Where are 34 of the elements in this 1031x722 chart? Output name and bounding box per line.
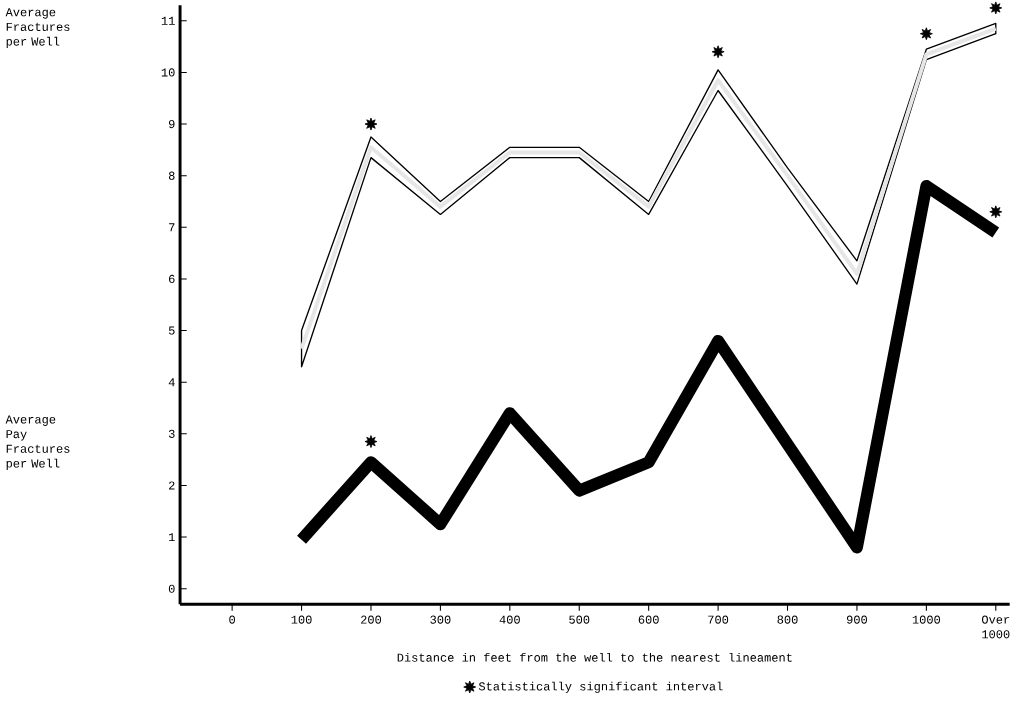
y-tick-label: 6 — [169, 275, 175, 284]
legend-label: Statistically significant interval — [478, 681, 723, 694]
point — [919, 27, 933, 41]
x-tick-label: 400 — [499, 615, 520, 624]
x-tick-label: 1000 — [912, 615, 941, 624]
x-tick-label: 0 — [229, 615, 235, 624]
x-tick-label: 800 — [777, 615, 798, 624]
x-axis-title: Distance in feet from the well to the nearest lineament — [397, 653, 792, 662]
y-tick-label: 8 — [168, 171, 175, 180]
y-tick-label: 9 — [168, 120, 175, 129]
y-tick-label: 2 — [168, 481, 175, 490]
text: Average Fractures per Well — [5, 8, 70, 49]
point — [364, 435, 378, 449]
y-tick-label: 10 — [161, 68, 175, 77]
x-tick-label: 500 — [569, 615, 590, 624]
point — [989, 205, 1003, 219]
point — [711, 45, 725, 59]
y-tick-label: 0 — [168, 584, 175, 593]
y-tick-label: 3 — [168, 429, 175, 439]
x-tick-label: 900 — [846, 615, 867, 624]
point — [364, 117, 378, 131]
y-tick-label: 1 — [169, 533, 175, 542]
y-tick-label: 11 — [161, 17, 175, 25]
x-tick-label: 100 — [291, 615, 312, 624]
y-tick-label: 5 — [168, 326, 175, 335]
text: Average Pay Fractures per Well — [5, 415, 70, 471]
point — [989, 1, 1003, 15]
x-tick-label: 700 — [708, 615, 729, 624]
x-tick-label: Over 1000 — [981, 615, 1010, 639]
x-tick-label: 600 — [638, 615, 659, 624]
x-tick-label: 200 — [361, 615, 382, 624]
y-tick-label: 7 — [169, 223, 175, 232]
x-tick-label: 300 — [430, 615, 451, 624]
y-tick-label: 4 — [168, 378, 175, 387]
